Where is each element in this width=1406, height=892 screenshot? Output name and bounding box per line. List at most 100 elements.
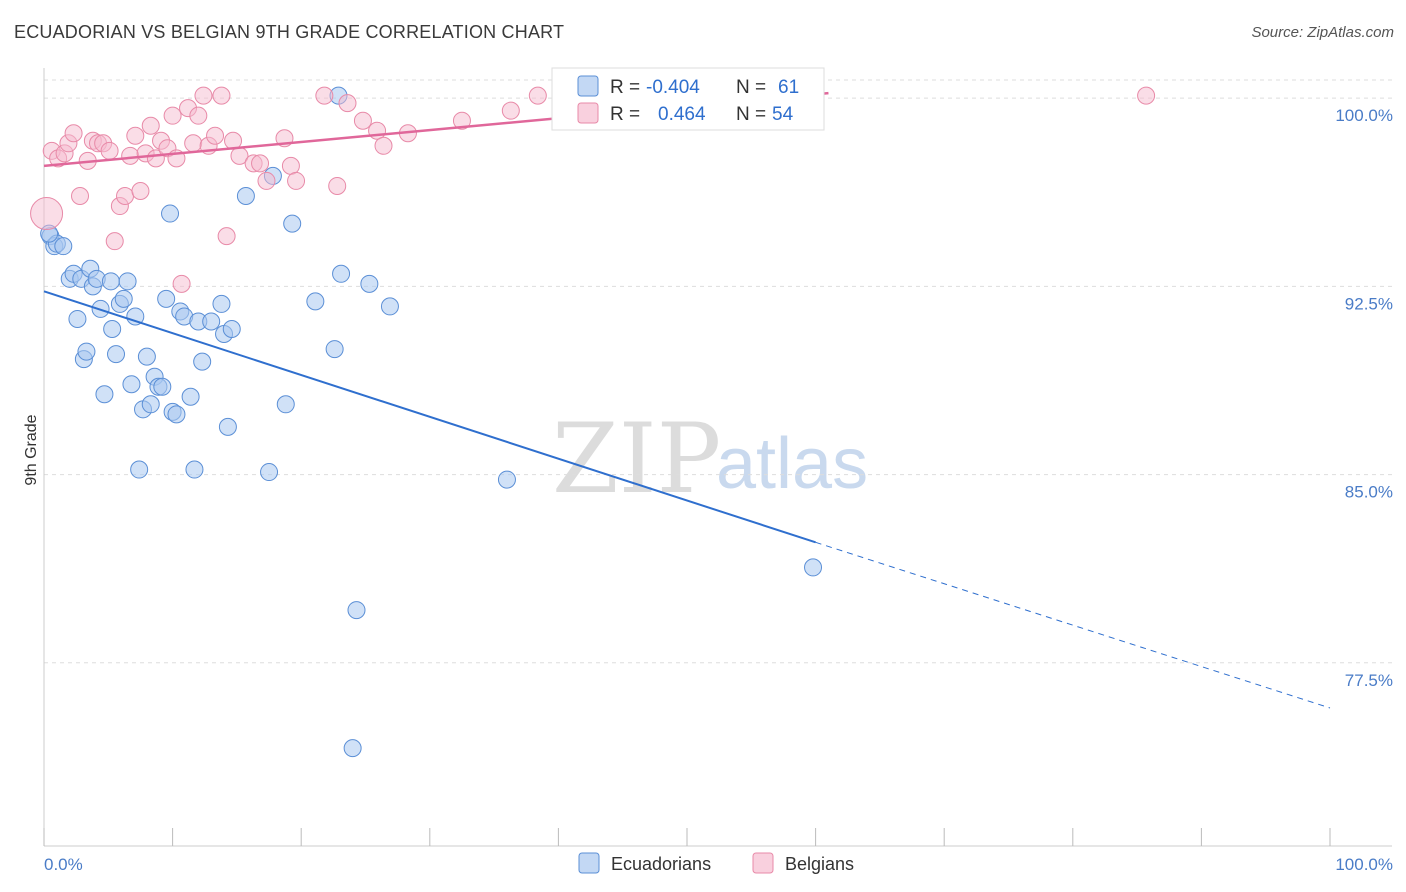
ecuadorian-point (276, 395, 295, 414)
ecuadorian-point (141, 395, 160, 414)
y-tick-label: 100.0% (1335, 106, 1393, 125)
ecuadorian-point (360, 274, 379, 293)
ecuadorian-point (283, 214, 302, 233)
belgian-point (206, 126, 225, 145)
ecuadorian-point (122, 375, 141, 394)
ecuadorian-point (497, 470, 516, 489)
y-tick-label: 77.5% (1345, 671, 1393, 690)
source-credit: Source: ZipAtlas.com (1251, 24, 1394, 41)
belgian-point (212, 86, 231, 105)
ecuadorian-point (306, 292, 325, 311)
y-tick-label: 92.5% (1345, 294, 1393, 313)
bottom-legend-label-ecuadorians: Ecuadorians (611, 854, 711, 874)
ecuadorians-trend-line (43, 290, 816, 544)
ecuadorian-point (157, 289, 176, 308)
belgian-point (100, 141, 119, 160)
belgian-point (328, 176, 347, 195)
legend-n-value-2: 54 (772, 104, 794, 125)
belgian-point (126, 126, 145, 145)
correlation-legend: R = -0.404 N = 61 R = 0.464 N = 54 (551, 67, 825, 131)
watermark-zip: ZIP (552, 403, 721, 515)
ecuadorian-point (153, 377, 172, 396)
ecuadorian-point (193, 352, 212, 371)
belgian-point (71, 186, 90, 205)
ecuadorian-point (101, 272, 120, 291)
ecuadorian-point (202, 312, 221, 331)
belgian-point (1137, 86, 1156, 105)
belgian-point (184, 134, 203, 153)
ecuadorian-point (181, 387, 200, 406)
belgian-point (452, 111, 471, 130)
belgian-point (116, 186, 135, 205)
belgian-point (374, 136, 393, 155)
ecuadorians-trend-extension (815, 541, 1331, 709)
belgian-point (163, 106, 182, 125)
belgian-point (353, 111, 372, 130)
belgians-points (30, 86, 1156, 293)
ecuadorian-point (185, 460, 204, 479)
belgian-point (281, 156, 300, 175)
chart-title: ECUADORIAN VS BELGIAN 9TH GRADE CORRELAT… (14, 22, 565, 42)
bottom-legend-swatch-belgians (752, 852, 774, 874)
belgian-point (141, 116, 160, 135)
ecuadorian-point (137, 347, 156, 366)
ecuadorian-point (804, 558, 823, 577)
belgian-point (194, 86, 213, 105)
y-tick-label: 85.0% (1345, 483, 1393, 502)
x-tick-label: 0.0% (44, 855, 83, 874)
watermark-atlas: atlas (716, 424, 868, 504)
ecuadorian-point (236, 186, 255, 205)
ecuadorian-point (161, 204, 180, 223)
legend-r-value-2: 0.464 (658, 104, 706, 125)
ecuadorian-point (95, 385, 114, 404)
belgian-point (121, 146, 140, 165)
ecuadorian-point (325, 340, 344, 359)
ecuadorian-point (260, 463, 279, 482)
bottom-legend-swatch-ecuadorians (578, 852, 600, 874)
ecuadorian-point (68, 309, 87, 328)
ecuadorian-point (77, 342, 96, 361)
ecuadorian-point (343, 739, 362, 758)
ecuadorian-point (130, 460, 149, 479)
trend-lines (43, 91, 1331, 709)
ecuadorian-point (218, 417, 237, 436)
ecuadorian-point (347, 601, 366, 620)
belgian-point (30, 197, 64, 231)
legend-r-label-1: R = (610, 77, 640, 98)
legend-swatch-belgians (577, 102, 599, 124)
belgian-point (315, 86, 334, 105)
legend-r-label-2: R = (610, 104, 640, 125)
ecuadorian-point (380, 297, 399, 316)
ecuadorian-point (332, 264, 351, 283)
belgian-point (217, 227, 236, 246)
axes: 77.5% 85.0% 92.5% 100.0% 0.0% 100.0% (43, 68, 1393, 874)
legend-n-value-1: 61 (778, 77, 799, 98)
belgian-point (189, 106, 208, 125)
ecuadorian-point (222, 320, 241, 339)
belgian-point (287, 171, 306, 190)
belgian-point (338, 94, 357, 113)
legend-n-label-2: N = (736, 104, 766, 125)
legend-r-value-1: -0.404 (646, 77, 700, 98)
ecuadorian-point (167, 405, 186, 424)
belgian-point (257, 171, 276, 190)
belgian-point (251, 154, 270, 173)
legend-swatch-ecuadorians (577, 75, 599, 97)
ecuadorian-point (54, 237, 73, 256)
belgian-point (131, 181, 150, 200)
belgian-point (64, 124, 83, 143)
ecuadorian-point (103, 320, 122, 339)
ecuadorian-point (212, 294, 231, 313)
belgian-point (105, 232, 124, 251)
legend-n-label-1: N = (736, 77, 766, 98)
belgian-point (528, 86, 547, 105)
belgian-point (172, 274, 191, 293)
ecuadorian-point (114, 289, 133, 308)
y-axis-label: 9th Grade (23, 414, 40, 485)
series-legend: Ecuadorians Belgians (578, 852, 854, 874)
ecuadorian-point (107, 345, 126, 364)
x-tick-label: 100.0% (1335, 855, 1393, 874)
ecuadorian-point (118, 272, 137, 291)
bottom-legend-label-belgians: Belgians (785, 854, 854, 874)
